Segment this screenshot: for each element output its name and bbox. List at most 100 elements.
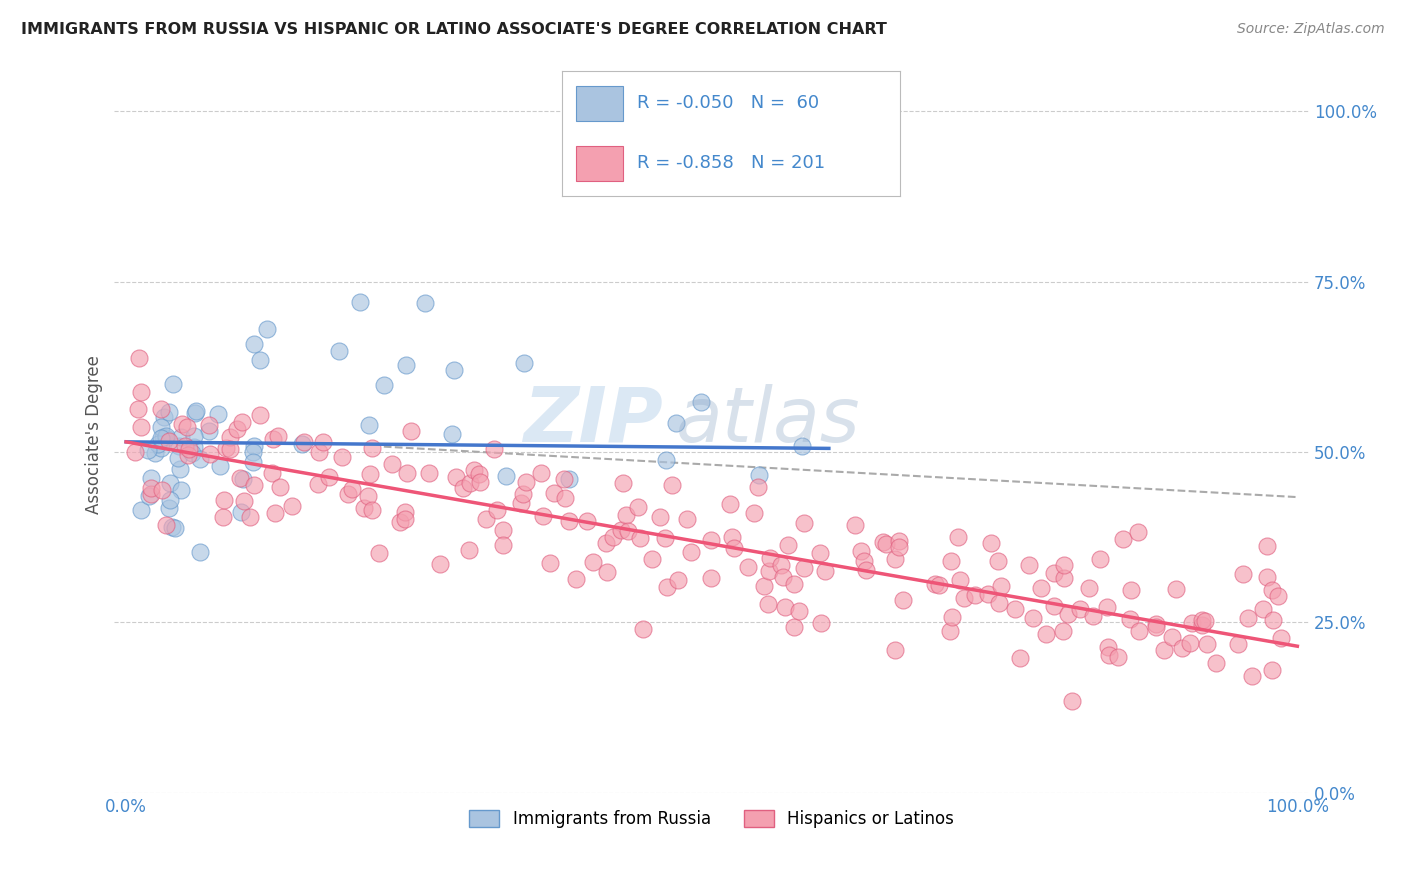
Point	[269, 480, 291, 494]
Point	[558, 515, 581, 529]
Point	[783, 577, 806, 591]
Point	[844, 517, 866, 532]
Point	[177, 442, 200, 457]
Point	[1097, 640, 1119, 654]
Point	[155, 429, 177, 443]
Point	[167, 450, 190, 465]
Point	[394, 505, 416, 519]
Point	[626, 500, 648, 514]
Point	[949, 573, 972, 587]
Point	[1256, 539, 1278, 553]
Point	[190, 544, 212, 558]
Point	[1035, 626, 1057, 640]
Point	[208, 458, 231, 473]
Point	[1107, 650, 1129, 665]
Point	[530, 467, 553, 481]
FancyBboxPatch shape	[576, 146, 623, 181]
Point	[1004, 601, 1026, 615]
Point	[169, 430, 191, 444]
Point	[451, 481, 474, 495]
Point	[1018, 558, 1040, 572]
Point	[1077, 581, 1099, 595]
Point	[1153, 643, 1175, 657]
Point	[129, 385, 152, 400]
Point	[554, 491, 576, 506]
Point	[249, 352, 271, 367]
Point	[292, 435, 315, 450]
Point	[468, 467, 491, 482]
Point	[470, 475, 492, 489]
Point	[596, 566, 619, 580]
Point	[139, 487, 162, 501]
Point	[661, 478, 683, 492]
Point	[610, 523, 633, 537]
Point	[938, 624, 960, 638]
Point	[723, 541, 745, 555]
Point	[381, 458, 404, 472]
Text: R = -0.858   N = 201: R = -0.858 N = 201	[637, 154, 825, 172]
Point	[1119, 583, 1142, 598]
Point	[748, 468, 770, 483]
Point	[1126, 524, 1149, 539]
Point	[413, 296, 436, 310]
Point	[884, 552, 907, 566]
Point	[441, 426, 464, 441]
Point	[242, 336, 264, 351]
Point	[1081, 608, 1104, 623]
Point	[1119, 612, 1142, 626]
Point	[124, 444, 146, 458]
Point	[595, 535, 617, 549]
Point	[395, 358, 418, 372]
Point	[157, 404, 180, 418]
Point	[565, 572, 588, 586]
Point	[1270, 631, 1292, 645]
Point	[1180, 616, 1202, 631]
Point	[353, 501, 375, 516]
Point	[1261, 582, 1284, 597]
Point	[482, 442, 505, 457]
Point	[1197, 637, 1219, 651]
Point	[1205, 656, 1227, 670]
Point	[136, 442, 159, 457]
Point	[1226, 637, 1249, 651]
Point	[163, 521, 186, 535]
Point	[458, 543, 481, 558]
Point	[129, 420, 152, 434]
Point	[557, 471, 579, 485]
Point	[1052, 624, 1074, 638]
Point	[291, 437, 314, 451]
Point	[575, 514, 598, 528]
Point	[778, 538, 800, 552]
Point	[1267, 590, 1289, 604]
Point	[990, 579, 1012, 593]
Point	[628, 531, 651, 545]
Point	[186, 404, 208, 418]
Point	[330, 450, 353, 465]
Point	[1112, 532, 1135, 546]
Point	[883, 643, 905, 657]
Point	[987, 554, 1010, 568]
Point	[1232, 567, 1254, 582]
Point	[887, 533, 910, 548]
Point	[256, 322, 278, 336]
Point	[239, 509, 262, 524]
Point	[941, 554, 963, 568]
Point	[492, 538, 515, 552]
Point	[676, 512, 699, 526]
Point	[783, 620, 806, 634]
Point	[1178, 635, 1201, 649]
Point	[262, 466, 284, 480]
Point	[543, 485, 565, 500]
Point	[443, 363, 465, 377]
Point	[1241, 669, 1264, 683]
Text: Source: ZipAtlas.com: Source: ZipAtlas.com	[1237, 22, 1385, 37]
Point	[458, 475, 481, 490]
Point	[242, 478, 264, 492]
Point	[429, 558, 451, 572]
Point	[218, 430, 240, 444]
Point	[1144, 617, 1167, 632]
Point	[718, 497, 741, 511]
Point	[1261, 613, 1284, 627]
Point	[744, 506, 766, 520]
Point	[170, 417, 193, 431]
